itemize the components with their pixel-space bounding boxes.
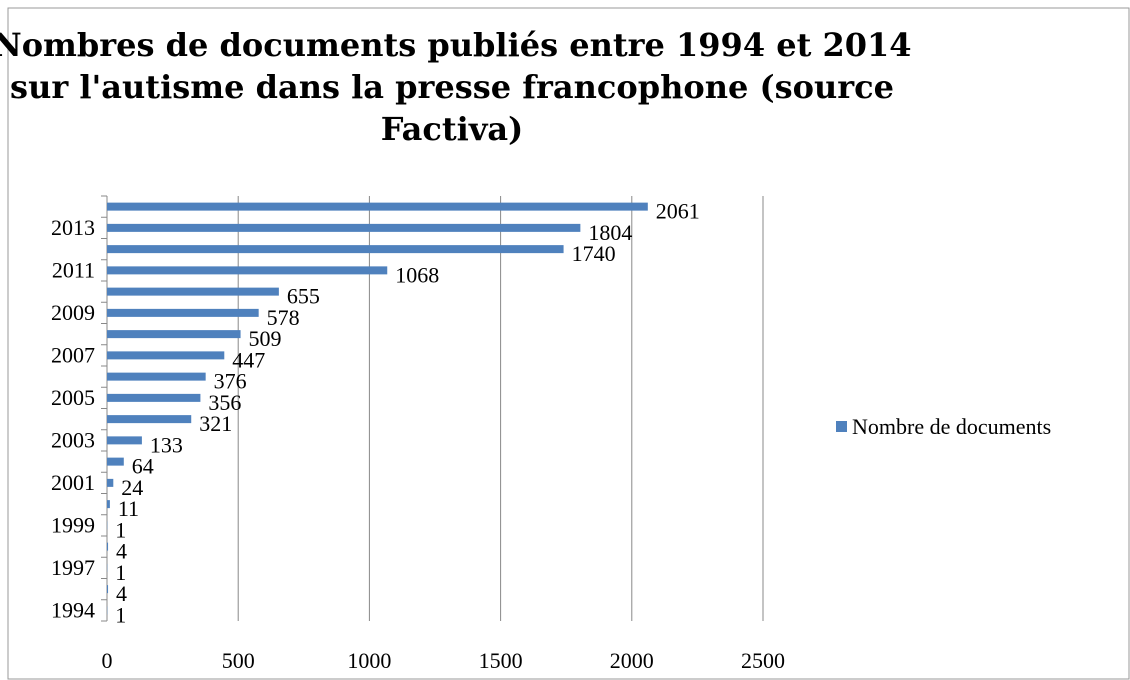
data-label: 356 xyxy=(208,390,241,415)
x-tick-label: 1500 xyxy=(479,648,523,673)
data-label: 376 xyxy=(214,369,247,394)
chart-border xyxy=(7,7,1130,680)
bar xyxy=(107,245,564,254)
data-label: 447 xyxy=(232,347,265,372)
data-label: 2061 xyxy=(656,199,700,224)
data-label: 509 xyxy=(249,326,282,351)
bar xyxy=(107,478,114,487)
data-label: 24 xyxy=(121,475,143,500)
bar xyxy=(107,585,109,594)
data-label: 1 xyxy=(115,517,126,542)
data-label: 1804 xyxy=(588,220,632,245)
y-tick-label: 2013 xyxy=(51,215,95,240)
data-label: 321 xyxy=(199,411,232,436)
data-label: 1 xyxy=(115,560,126,585)
bar xyxy=(107,415,192,424)
bar xyxy=(107,351,225,360)
data-label: 578 xyxy=(267,305,300,330)
chart-title: Factiva) xyxy=(381,110,524,148)
y-tick-label: 1997 xyxy=(51,555,95,580)
data-label: 1 xyxy=(115,602,126,627)
y-tick-label: 2011 xyxy=(52,257,95,282)
x-tick-label: 0 xyxy=(102,648,113,673)
bar xyxy=(107,308,259,317)
bar xyxy=(107,393,201,402)
y-tick-label: 2001 xyxy=(51,470,95,495)
bar xyxy=(107,287,279,296)
y-tick-label: 2005 xyxy=(51,385,95,410)
bar xyxy=(107,202,648,211)
x-tick-label: 500 xyxy=(222,648,255,673)
y-tick-label: 1994 xyxy=(51,597,95,622)
bar xyxy=(107,500,110,509)
y-tick-label: 2007 xyxy=(51,342,95,367)
bar xyxy=(107,457,124,466)
data-label: 11 xyxy=(118,496,139,521)
x-tick-label: 1000 xyxy=(347,648,391,673)
data-label: 1068 xyxy=(395,262,439,287)
bar xyxy=(107,223,581,232)
data-label: 4 xyxy=(116,539,127,564)
data-label: 133 xyxy=(150,432,183,457)
data-label: 655 xyxy=(287,284,320,309)
y-tick-label: 2003 xyxy=(51,427,95,452)
bar xyxy=(107,542,109,551)
y-tick-label: 2009 xyxy=(51,300,95,325)
data-label: 64 xyxy=(132,454,154,479)
x-tick-label: 2500 xyxy=(741,648,785,673)
legend-swatch xyxy=(836,421,847,432)
bar xyxy=(107,266,388,275)
x-tick-label: 2000 xyxy=(610,648,654,673)
data-label: 4 xyxy=(116,581,127,606)
bar xyxy=(107,330,241,339)
legend-label: Nombre de documents xyxy=(852,414,1051,439)
chart-title: Nombres de documents publiés entre 1994 … xyxy=(0,26,912,64)
chart-title: sur l'autisme dans la presse francophone… xyxy=(10,68,894,106)
bar xyxy=(107,372,206,381)
bar xyxy=(107,436,142,445)
y-tick-label: 1999 xyxy=(51,512,95,537)
data-label: 1740 xyxy=(572,241,616,266)
